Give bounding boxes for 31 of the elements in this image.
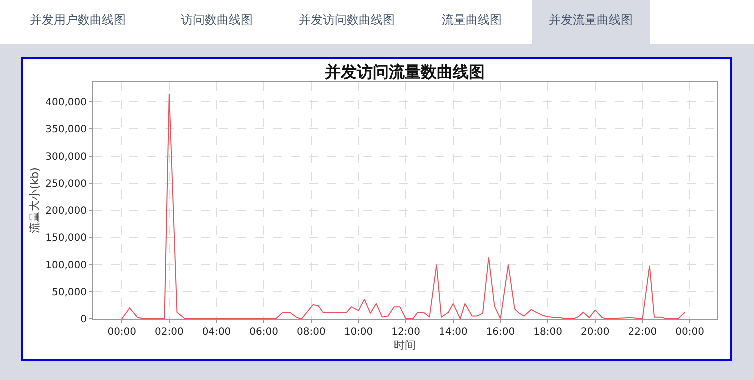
y-tick-label: 300,000 — [46, 152, 87, 163]
x-tick-label: 00:00 — [108, 327, 137, 338]
y-tick-label: 100,000 — [46, 260, 87, 272]
x-tick-label: 02:00 — [155, 327, 184, 338]
x-axis-title: 时间 — [394, 339, 416, 352]
x-tick-label: 04:00 — [202, 327, 232, 338]
y-axis-title: 流量大小(kb) — [28, 168, 42, 234]
x-tick-label: 08:00 — [296, 327, 326, 338]
y-tick-label: 350,000 — [46, 124, 87, 136]
x-tick-label: 10:00 — [344, 327, 374, 338]
x-tick-label: 16:00 — [486, 327, 516, 338]
y-tick-label: 50,000 — [52, 287, 87, 298]
text: 流量曲线图 — [442, 13, 502, 27]
x-tick-label: 00:00 — [676, 327, 704, 338]
text: 并发流量曲线图 — [549, 13, 633, 27]
y-tick-label: 200,000 — [46, 206, 87, 218]
x-tick-label: 12:00 — [392, 327, 420, 338]
y-tick-label: 0 — [80, 314, 87, 326]
y-tick-label: 400,000 — [46, 98, 87, 109]
y-tick-label: 250,000 — [46, 178, 87, 190]
x-tick-label: 22:00 — [628, 327, 658, 338]
x-tick-label: 06:00 — [250, 327, 279, 338]
line-series — [122, 93, 686, 319]
x-tick-label: 18:00 — [534, 327, 562, 338]
text: 并发访问数曲线图 — [299, 13, 395, 27]
x-tick-label: 20:00 — [580, 327, 610, 338]
x-tick-label: 14:00 — [438, 327, 468, 338]
chart-title: 并发访问流量数曲线图 — [324, 62, 485, 82]
y-tick-label: 150,000 — [46, 233, 87, 244]
text: 访问数曲线图 — [181, 13, 253, 27]
text: 并发用户数曲线图 — [30, 13, 126, 27]
